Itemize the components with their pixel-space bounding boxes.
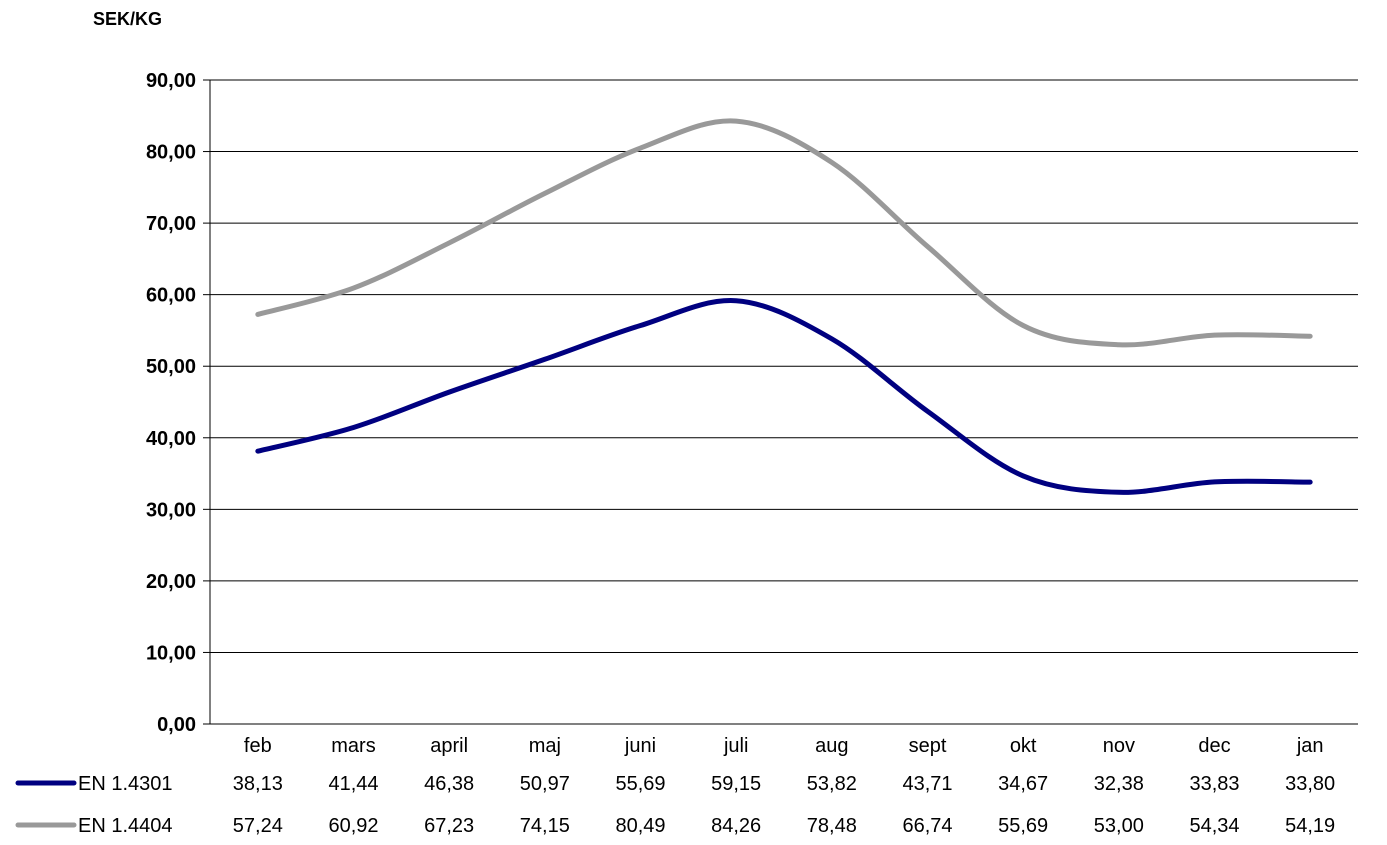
y-tick-label: 80,00 [146, 142, 196, 164]
data-label: 43,71 [902, 773, 952, 795]
legend-label: EN 1.4404 [78, 815, 173, 837]
data-label: 32,38 [1094, 773, 1144, 795]
y-tick-label: 10,00 [146, 642, 196, 664]
data-label: 55,69 [998, 815, 1048, 837]
y-tick-label: 60,00 [146, 285, 196, 307]
x-tick-label: sept [909, 735, 947, 757]
data-label: 53,00 [1094, 815, 1144, 837]
data-table: EN 1.4301 38,13 41,44 46,38 50,97 55,69 59,15 5… [15, 773, 1335, 837]
data-label: 33,80 [1285, 773, 1335, 795]
x-tick-label: jan [1296, 735, 1324, 757]
y-tick-label: 20,00 [146, 571, 196, 593]
y-tick-label: 30,00 [146, 499, 196, 521]
series-lines [255, 118, 1313, 495]
data-label: 84,26 [711, 815, 761, 837]
x-tick-label: okt [1010, 735, 1037, 757]
y-axis-label: SEK/KG [93, 9, 162, 29]
x-tick-label: maj [529, 735, 561, 757]
data-label: 46,38 [424, 773, 474, 795]
x-tick-label: april [430, 735, 468, 757]
x-tick-label: mars [331, 735, 375, 757]
x-tick-label: juli [723, 735, 748, 757]
data-label: 34,67 [998, 773, 1048, 795]
x-tick-label: aug [815, 735, 848, 757]
x-tick-label: feb [244, 735, 272, 757]
gridlines [203, 79, 1358, 725]
data-label: 54,34 [1189, 815, 1239, 837]
data-label: 74,15 [520, 815, 570, 837]
data-label: 38,13 [233, 773, 283, 795]
data-label: 60,92 [328, 815, 378, 837]
data-label: 57,24 [233, 815, 283, 837]
data-label: 54,19 [1285, 815, 1335, 837]
data-label: 66,74 [902, 815, 952, 837]
data-label: 33,83 [1189, 773, 1239, 795]
y-tick-label: 50,00 [146, 356, 196, 378]
y-tick-label: 70,00 [146, 213, 196, 235]
data-label: 67,23 [424, 815, 474, 837]
x-tick-label: nov [1103, 735, 1135, 757]
y-tick-label: 0,00 [157, 714, 196, 736]
data-label: 50,97 [520, 773, 570, 795]
y-tick-label: 90,00 [146, 70, 196, 92]
data-label: 41,44 [328, 773, 378, 795]
data-label: 53,82 [807, 773, 857, 795]
y-tick-label: 40,00 [146, 428, 196, 450]
legend-label: EN 1.4301 [78, 773, 173, 795]
x-tick-label: juni [624, 735, 656, 757]
x-tick-label: dec [1198, 735, 1230, 757]
series-line [255, 298, 1313, 495]
data-label: 80,49 [615, 815, 665, 837]
y-tick-labels: 0,00 10,00 20,00 30,00 40,00 50,00 60,00 70,00 8… [146, 70, 196, 736]
data-label: 59,15 [711, 773, 761, 795]
data-label: 55,69 [615, 773, 665, 795]
data-label: 78,48 [807, 815, 857, 837]
series-line [255, 118, 1313, 348]
x-tick-labels: feb mars april maj juni juli aug sept okt nov dec j… [244, 735, 1324, 757]
